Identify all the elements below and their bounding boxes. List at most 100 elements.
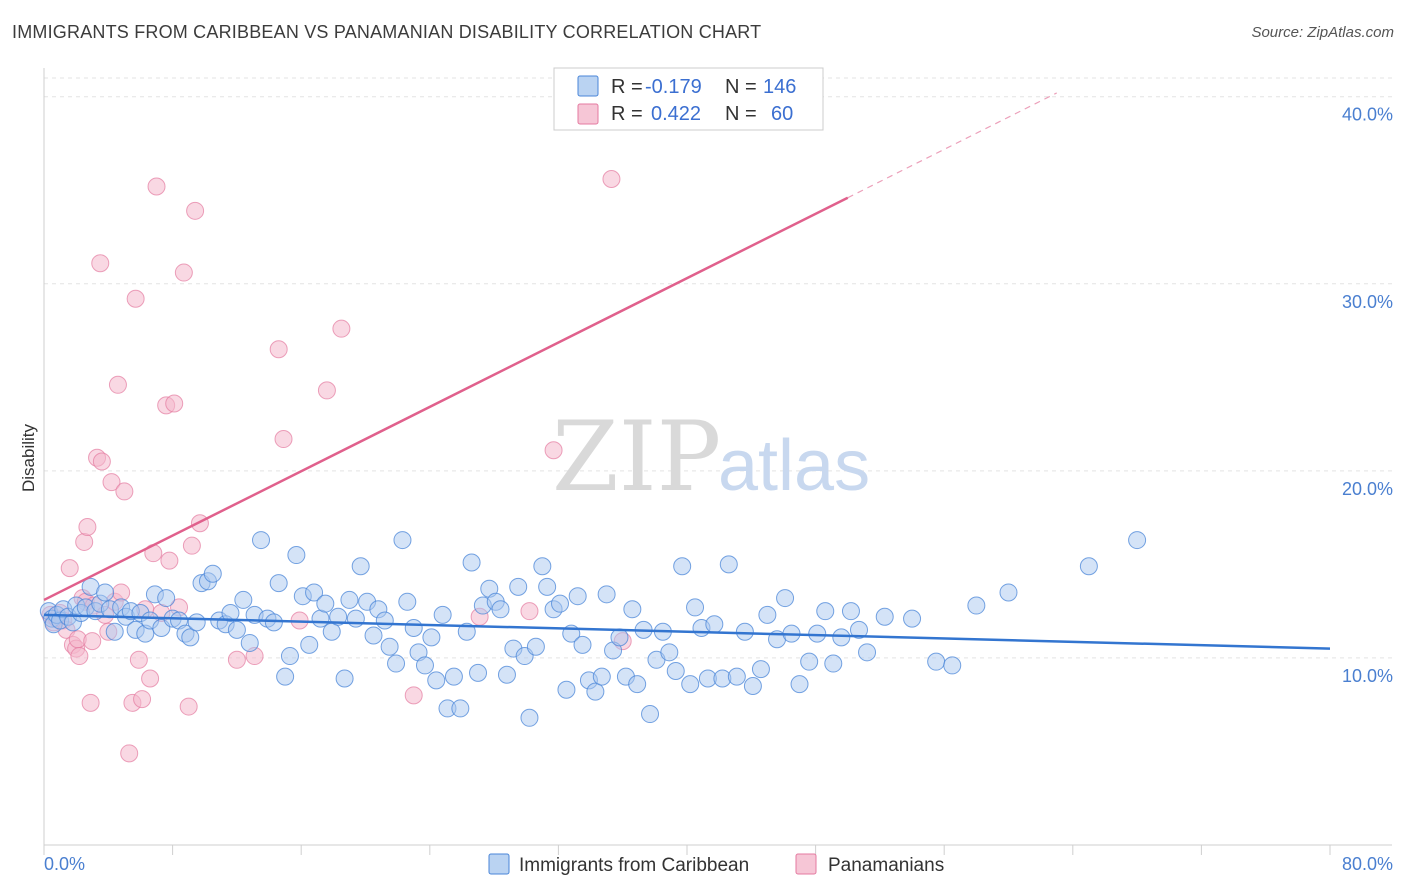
caribbean-point: [816, 602, 835, 621]
panamanians-point: [81, 693, 100, 712]
panamanians-point: [108, 375, 127, 394]
caribbean-point: [457, 622, 476, 641]
legend-box: [553, 67, 824, 131]
watermark: ZIP atlas: [552, 401, 870, 513]
caribbean-point: [351, 557, 370, 576]
caribbean-point: [727, 667, 746, 686]
caribbean-point: [380, 637, 399, 656]
caribbean-point: [751, 660, 770, 679]
panamanians-point: [141, 669, 160, 688]
caribbean-point: [1079, 557, 1098, 576]
caribbean-point: [875, 607, 894, 626]
legend-swatch-pink: [577, 103, 599, 125]
legend-n-label-blue: N =: [725, 76, 757, 98]
chart-source: Source: ZipAtlas.com: [1251, 24, 1394, 41]
caribbean-point: [252, 531, 271, 550]
panamanians-point: [332, 319, 351, 338]
panamanians-point: [133, 690, 152, 709]
caribbean-point: [276, 667, 295, 686]
panamanians-point: [269, 340, 288, 359]
panamanians-point: [602, 170, 621, 189]
watermark-atlas: atlas: [718, 426, 870, 506]
caribbean-point: [335, 669, 354, 688]
caribbean-point: [497, 665, 516, 684]
panamanians-point: [404, 686, 423, 705]
caribbean-point: [415, 656, 434, 675]
y-tick-label: 20.0%: [1342, 479, 1393, 499]
panamanians-point: [174, 263, 193, 282]
caribbean-point: [743, 676, 762, 695]
caribbean-point: [686, 598, 705, 617]
caribbean-point: [398, 592, 417, 611]
correlation-legend: R = -0.179 N = 146 R = 0.422 N = 60: [553, 67, 824, 131]
y-tick-label: 10.0%: [1342, 666, 1393, 686]
caribbean-point: [1128, 531, 1147, 550]
panamanians-trend-line: [43, 196, 849, 602]
caribbean-point: [240, 633, 259, 652]
caribbean-point: [790, 675, 809, 694]
caribbean-point: [96, 583, 115, 602]
caribbean-point: [858, 643, 877, 662]
panamanians-point: [78, 517, 97, 536]
axes: [43, 68, 1392, 855]
caribbean-point: [681, 675, 700, 694]
caribbean-point: [422, 628, 441, 647]
series-legend: Immigrants from Caribbean Panamanians: [488, 853, 944, 876]
tick-labels: 10.0% 20.0% 30.0% 40.0% 0.0% 80.0%: [44, 105, 1393, 874]
y-tick-label: 30.0%: [1342, 292, 1393, 312]
caribbean-point: [187, 613, 206, 632]
caribbean-point: [520, 708, 539, 727]
caribbean-point: [491, 600, 510, 619]
caribbean-point: [526, 637, 545, 656]
caribbean-point: [705, 615, 724, 634]
x-tick-label-max: 80.0%: [1342, 854, 1393, 874]
panamanians-point: [129, 650, 148, 669]
caribbean-point: [393, 531, 412, 550]
caribbean-point: [673, 557, 692, 576]
panamanians-point: [147, 177, 166, 196]
series-legend-swatch-pink: [795, 853, 817, 875]
panamanians-point: [83, 632, 102, 651]
panamanians-point: [102, 473, 121, 492]
caribbean-point: [305, 583, 324, 602]
watermark-zip: ZIP: [552, 401, 721, 513]
caribbean-point: [999, 583, 1018, 602]
caribbean-point: [316, 594, 335, 613]
caribbean-point: [850, 620, 869, 639]
caribbean-point: [800, 652, 819, 671]
caribbean-point: [427, 671, 446, 690]
caribbean-point: [808, 624, 827, 643]
caribbean-point: [157, 589, 176, 608]
caribbean-point: [551, 594, 570, 613]
panamanians-points: [41, 170, 632, 763]
caribbean-point: [221, 604, 240, 623]
caribbean-point: [269, 574, 288, 593]
panamanians-point: [544, 441, 563, 460]
panamanians-point: [60, 559, 79, 578]
legend-n-value-pink: 60: [771, 103, 793, 125]
caribbean-point: [404, 618, 423, 637]
legend-n-value-blue: 146: [763, 76, 796, 98]
panamanians-point: [186, 201, 205, 220]
caribbean-trend-line: [43, 613, 1331, 650]
caribbean-point: [666, 662, 685, 681]
caribbean-point: [758, 605, 777, 624]
caribbean-point: [628, 675, 647, 694]
panamanians-point: [75, 532, 94, 551]
legend-r-label-pink: R =: [611, 103, 643, 125]
panamanians-point: [160, 551, 179, 570]
caribbean-point: [280, 647, 299, 666]
caribbean-points: [39, 531, 1147, 727]
panamanians-point: [92, 452, 111, 471]
legend-r-value-blue: -0.179: [645, 76, 702, 98]
caribbean-point: [227, 620, 246, 639]
caribbean-point: [234, 590, 253, 609]
panamanians-point: [227, 650, 246, 669]
y-tick-label: 40.0%: [1342, 105, 1393, 125]
caribbean-point: [623, 600, 642, 619]
series-legend-label-panamanians: Panamanians: [828, 855, 944, 876]
caribbean-point: [364, 626, 383, 645]
panamanians-point: [182, 536, 201, 555]
legend-n-label-pink: N =: [725, 103, 757, 125]
chart-title: IMMIGRANTS FROM CARIBBEAN VS PANAMANIAN …: [12, 22, 762, 42]
